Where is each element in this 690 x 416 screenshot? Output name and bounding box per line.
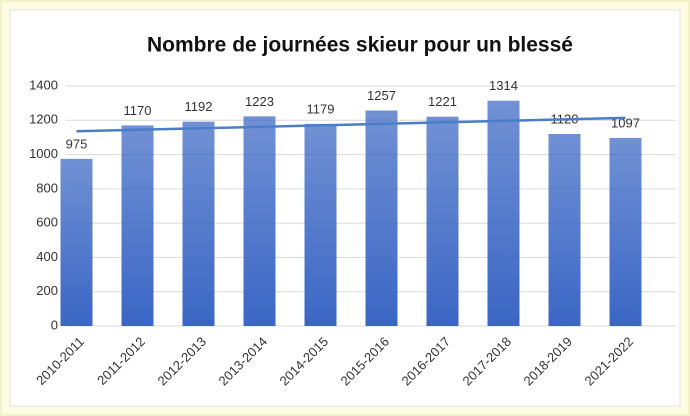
bar [426,116,459,326]
trendline [76,116,626,133]
y-tick-label: 0 [51,317,58,332]
bar [182,121,215,327]
bar [121,125,154,326]
y-tick-label: 800 [36,180,58,195]
bar [365,110,398,326]
data-label: 1223 [245,94,274,109]
y-tick-label: 1400 [29,77,58,92]
bar [548,134,581,326]
chart-title: Nombre de journées skieur pour un blessé [147,34,573,57]
bar [304,123,337,326]
data-label: 1221 [428,94,457,109]
data-label: 975 [66,136,88,151]
bar [243,116,276,326]
y-tick-label: 600 [36,215,58,230]
data-label: 1170 [124,103,152,118]
y-tick-label: 200 [36,283,58,298]
data-label: 1257 [367,88,396,103]
data-label: 1192 [185,99,213,114]
bar [609,137,642,326]
bar [60,158,93,326]
y-tick-label: 1200 [29,112,58,127]
y-tick-label: 400 [36,249,58,264]
data-label: 1314 [489,78,518,93]
y-tick-label: 1000 [29,146,58,161]
data-label: 1179 [307,101,335,116]
bar [487,100,520,326]
